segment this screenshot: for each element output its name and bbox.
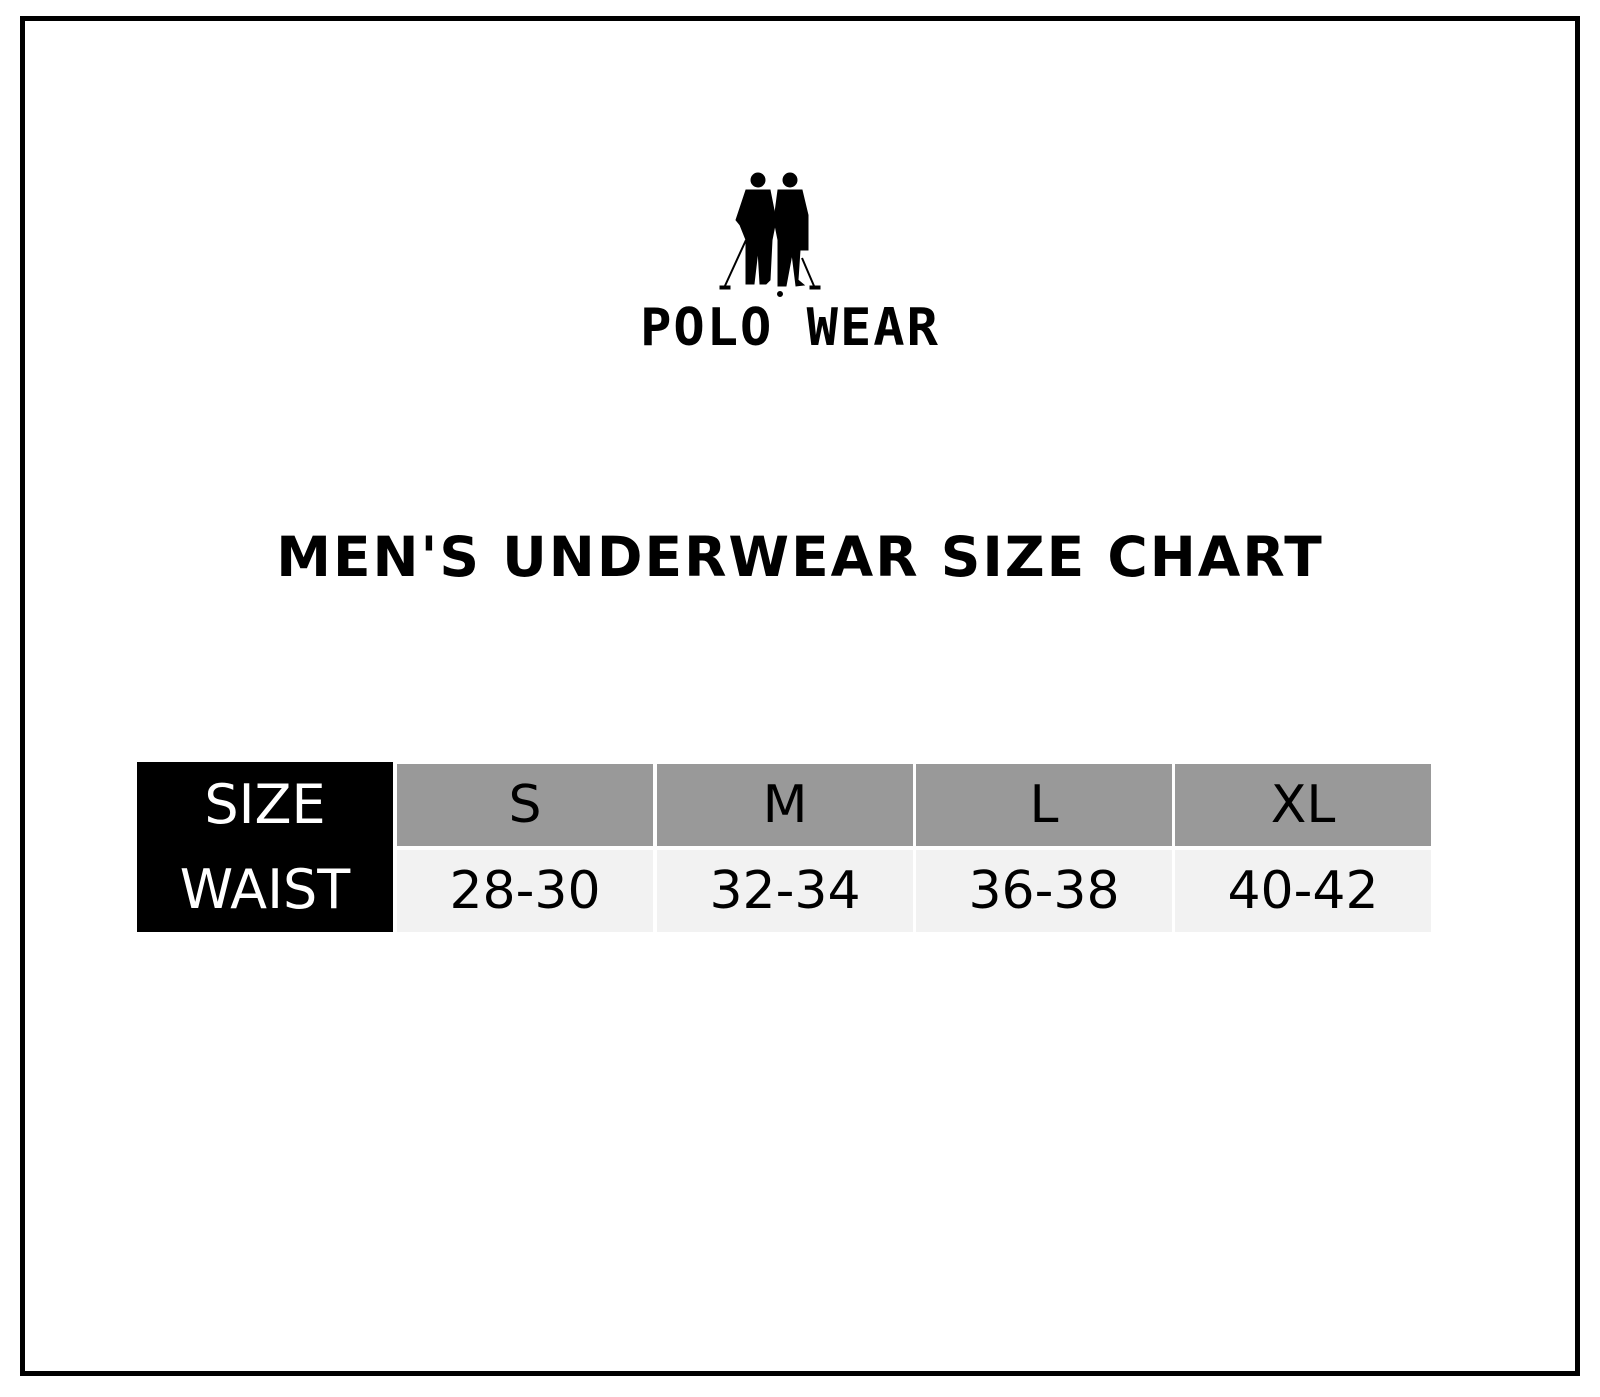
polo-players-silhouette-icon (719, 172, 821, 297)
waist-cell: 32-34 (657, 850, 913, 932)
size-cell: S (397, 764, 653, 846)
row-label-waist: WAIST (179, 858, 351, 921)
page-border (20, 16, 1580, 1376)
waist-cell: 36-38 (916, 850, 1172, 932)
row-labels: SIZE WAIST (137, 762, 393, 932)
waist-cell: 40-42 (1175, 850, 1431, 932)
waist-cell: 28-30 (397, 850, 653, 932)
size-cell: M (657, 764, 913, 846)
row-label-size: SIZE (204, 773, 326, 836)
size-cell: L (916, 764, 1172, 846)
brand-logo: POLO WEAR (600, 170, 980, 360)
brand-name: POLO WEAR (640, 298, 940, 358)
size-cell: XL (1175, 764, 1431, 846)
page-title: MEN'S UNDERWEAR SIZE CHART (276, 525, 1324, 589)
